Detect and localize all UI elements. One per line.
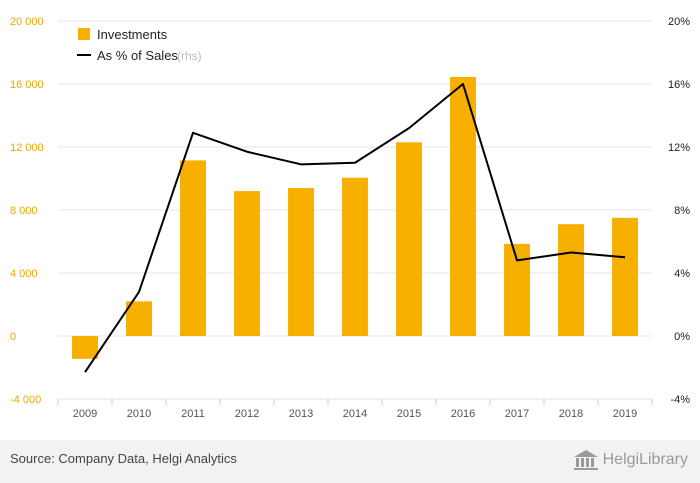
x-tick-label: 2015 [397,408,421,420]
chart: -4 000 -4% 0 0% 4 000 4% 8 000 8% 12 000 12% 16 00… [10,16,690,420]
y-left-tick-label: 20 000 [10,16,44,28]
y-left-tick-label: 16 000 [10,79,44,91]
y-right-tick-label: 12% [668,142,690,154]
y-left-tick-label: 0 [10,331,16,343]
percent-of-sales-polyline [84,83,626,373]
investment-bar [234,191,260,336]
y-left-tick-label: 4 000 [10,268,38,280]
legend-line-label: As % of Sales [97,48,178,63]
y-left-tick-label: 12 000 [10,142,44,154]
legend-bar-swatch [78,28,90,40]
y-right-tick-label: 4% [674,268,690,280]
x-tick-label: 2011 [181,408,205,420]
x-tick-label: 2009 [73,408,97,420]
y-right-tick-label: 16% [668,79,690,91]
y-right-tick-label: 0% [674,331,690,343]
x-tick-label: 2010 [127,408,151,420]
x-tick-label: 2013 [289,408,313,420]
y-right-tick-label: -4% [670,394,690,406]
investment-bar [72,336,98,359]
investment-bar [612,217,638,336]
source-note: Source: Company Data, Helgi Analytics [10,451,237,466]
investment-bar [126,301,152,336]
investment-bars [72,76,638,359]
y-right-tick-label: 20% [668,16,690,28]
percent-of-sales-line [84,83,626,373]
x-tick-label: 2019 [613,408,637,420]
investment-bar [558,224,584,336]
x-tick-label: 2017 [505,408,529,420]
y-left-tick-label: 8 000 [10,205,38,217]
x-tick-label: 2016 [451,408,475,420]
axes: -4 000 -4% 0 0% 4 000 4% 8 000 8% 12 000 12% 16 00… [10,16,690,420]
y-right-tick-label: 8% [674,205,690,217]
legend-bar-label: Investments [97,27,168,42]
investment-bar [396,142,422,336]
investment-bar [288,187,314,336]
library-building-icon [573,450,598,470]
investment-bar [180,160,206,336]
brand-name: HelgiLibrary [602,451,688,468]
x-tick-label: 2012 [235,408,259,420]
y-left-tick-label: -4 000 [10,394,41,406]
investment-bar [342,177,368,336]
x-tick-label: 2018 [559,408,583,420]
investment-bar [450,76,476,336]
brand-logo: HelgiLibrary [573,449,688,471]
x-tick-label: 2014 [343,408,367,420]
footer: Source: Company Data, Helgi Analytics He… [0,440,700,483]
legend: Investments As % of Sales (rhs) [77,27,202,63]
legend-line-suffix: (rhs) [177,49,202,63]
